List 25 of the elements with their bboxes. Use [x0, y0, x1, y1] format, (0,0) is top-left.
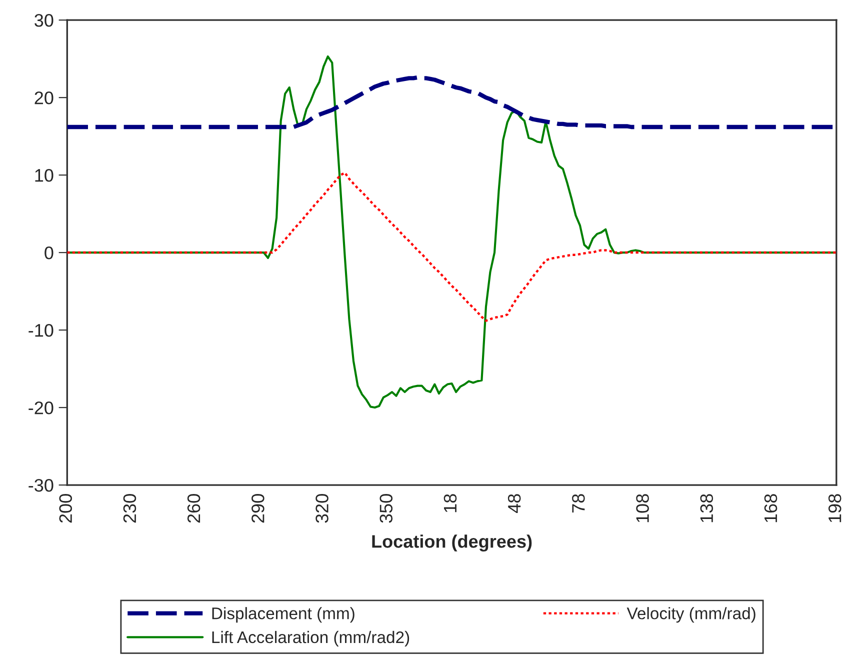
x-tick-label: 350	[380, 494, 393, 523]
legend-label: Lift Accelaration (mm/rad2)	[212, 630, 410, 646]
x-tick-label: 198	[828, 494, 842, 522]
y-tick-label: 20	[34, 91, 54, 104]
x-tick-label: 230	[123, 494, 136, 523]
y-tick-label: -10	[28, 324, 54, 337]
x-tick-label: 320	[316, 494, 328, 523]
legend-label: Displacement (mm)	[212, 607, 354, 623]
x-tick-label: 200	[59, 494, 72, 523]
x-axis-title: Location (degrees)	[372, 534, 532, 552]
x-tick-label: 138	[700, 494, 714, 522]
y-tick-label: -30	[28, 478, 54, 492]
legend-label: Velocity (mm/rad)	[626, 607, 756, 623]
line-series	[67, 172, 836, 322]
x-tick-label: 18	[444, 494, 457, 512]
y-tick-label: 0	[44, 246, 54, 260]
x-tick-label: 78	[572, 494, 585, 513]
x-tick-label: 48	[508, 494, 521, 514]
x-tick-label: 108	[636, 494, 649, 522]
x-tick-label: 168	[764, 494, 778, 522]
y-tick-label: -20	[28, 401, 54, 414]
x-tick-label: 290	[252, 494, 264, 523]
y-tick-label: 10	[35, 168, 54, 182]
x-tick-label: 260	[187, 494, 200, 523]
y-tick-label: 30	[34, 14, 54, 27]
